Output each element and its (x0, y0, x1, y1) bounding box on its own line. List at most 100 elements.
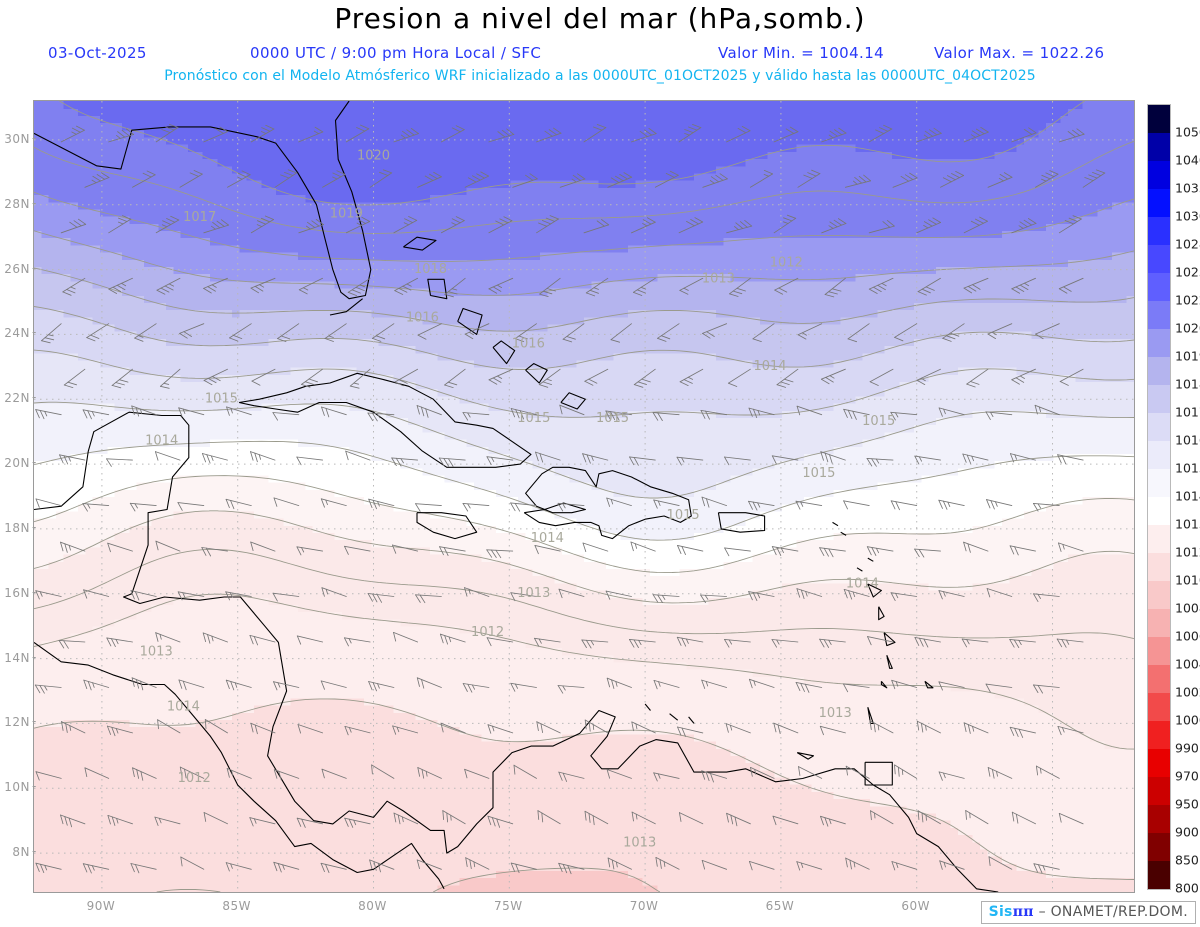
coastline-path (864, 761, 893, 786)
contour-label: 1013 (140, 644, 173, 659)
colorbar-band (1148, 217, 1170, 245)
wind-barb (201, 547, 228, 557)
lat-tick-label: 14N (4, 650, 30, 665)
wind-barb (824, 277, 846, 298)
wind-barb (415, 503, 442, 512)
colorbar-band (1148, 161, 1170, 189)
wind-barb (416, 405, 442, 418)
wind-barb (226, 768, 252, 779)
wind-barb (368, 681, 395, 692)
colorbar-band (1148, 777, 1170, 805)
wind-barb (819, 547, 846, 558)
wind-barb (844, 174, 872, 188)
wind-barb (272, 412, 300, 421)
contour-label: 1013 (819, 706, 852, 721)
colorbar-band (1148, 637, 1170, 665)
isobar-line (34, 440, 1134, 541)
wind-barb (584, 368, 609, 386)
coastline-path (867, 707, 874, 724)
wind-barb (985, 683, 1013, 693)
wind-barb (582, 542, 609, 553)
wind-barb (202, 632, 228, 644)
wind-barb (108, 215, 132, 234)
colorbar-tick-label: 1022 (1175, 292, 1200, 308)
wind-barb (488, 216, 513, 234)
wind-barb (444, 277, 466, 298)
wind-barb (394, 368, 419, 387)
wind-barb (749, 169, 774, 188)
wind-barb (440, 722, 466, 734)
wind-barb (274, 169, 298, 188)
wind-barb (369, 169, 393, 188)
wind-barb (417, 171, 442, 188)
wind-barb (417, 323, 442, 340)
wind-barb (1059, 368, 1084, 386)
coastline-path (688, 716, 695, 724)
wind-barb (225, 679, 252, 691)
wind-barb (628, 638, 656, 649)
wind-barb (748, 500, 775, 511)
wind-barb (702, 323, 728, 339)
wind-barb (585, 277, 609, 297)
wind-barb (677, 544, 704, 556)
wind-barb (487, 815, 514, 828)
wind-barb (631, 217, 656, 234)
wind-barb (1009, 638, 1036, 649)
wind-barb (391, 457, 419, 467)
wind-barb (891, 679, 918, 690)
wind-barb (178, 679, 205, 691)
wind-barbs (34, 123, 1106, 875)
wind-barb (156, 277, 181, 295)
forecast-date: 03-Oct-2025 (48, 44, 147, 62)
wind-barb (132, 170, 156, 188)
logo-tt: ππ (1012, 903, 1034, 920)
wind-barb (772, 815, 799, 826)
wind-barb (845, 765, 870, 779)
lat-tick-mark: - (32, 649, 37, 664)
model-description: Pronóstico con el Modelo Atmósferico WRF… (164, 68, 1036, 84)
wind-barb (630, 541, 656, 552)
wind-barb (344, 545, 371, 555)
wind-barb (961, 638, 989, 648)
wind-barb (724, 456, 751, 466)
lat-tick-label: 24N (4, 326, 30, 341)
wind-barb (537, 810, 561, 825)
wind-barb (345, 216, 371, 234)
wind-barb (773, 214, 797, 234)
wind-barb (963, 216, 988, 234)
wind-barb (320, 680, 347, 690)
wind-barb (866, 546, 894, 556)
wind-barb (1056, 638, 1084, 648)
wind-barb (60, 814, 86, 828)
wind-barb (724, 547, 751, 557)
colorbar-band (1148, 189, 1170, 217)
wind-barb (444, 368, 466, 389)
wind-barb (106, 458, 133, 467)
wind-barb (59, 454, 86, 465)
colorbar-tick-label: 900 (1175, 824, 1199, 840)
wind-barb (727, 368, 751, 387)
wind-barb (130, 590, 157, 601)
wind-barb (1009, 453, 1036, 463)
colorbar-band (1148, 497, 1170, 525)
wind-barb (729, 277, 751, 297)
wind-barb (180, 856, 205, 870)
wind-barb (438, 457, 466, 467)
colorbar-band (1148, 805, 1170, 833)
wind-barb (464, 587, 490, 597)
contour-label: 1014 (753, 359, 786, 374)
wind-barb (584, 810, 609, 826)
wind-barb (203, 812, 228, 825)
wind-barb (488, 128, 515, 143)
wind-barb (1057, 454, 1084, 465)
contour-label: 1015 (205, 392, 238, 407)
coastline-path (34, 411, 999, 892)
wind-barb (796, 405, 823, 416)
wind-barb (298, 126, 324, 143)
coastline-path (416, 512, 478, 540)
coastline-path (457, 307, 483, 335)
wind-barb (273, 861, 300, 873)
wind-barb (678, 812, 704, 825)
wind-barb (225, 591, 252, 601)
colorbar-band (1148, 553, 1170, 581)
